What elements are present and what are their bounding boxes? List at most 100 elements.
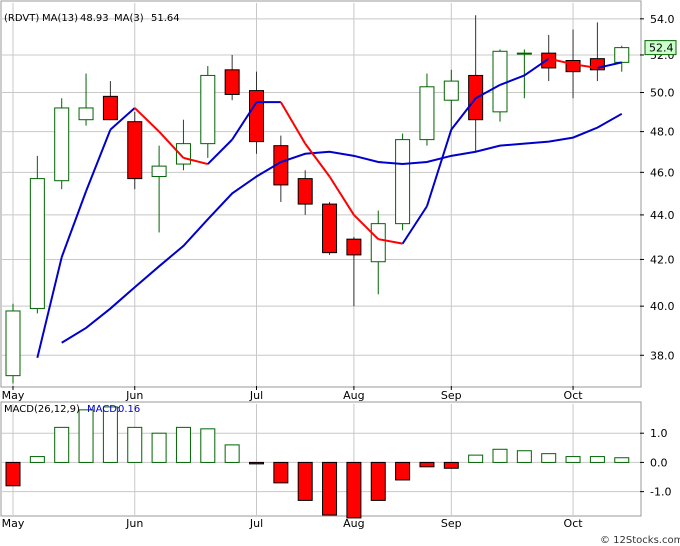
candle-up	[492, 50, 508, 113]
macd-bar-negative	[346, 461, 362, 519]
price-y-tick-label: 48.0	[650, 126, 675, 139]
candle-up	[419, 86, 435, 141]
macd-x-tick-label: Aug	[343, 517, 364, 530]
macd-bar-positive	[614, 457, 630, 463]
candle-down	[322, 203, 338, 254]
macd-bar-positive	[127, 426, 143, 463]
macd-y-axis: 1.0 0.0 -1.0	[640, 427, 671, 499]
ma3-segment	[353, 214, 379, 240]
chart-legend: (RDVT) MA(13) 48.93 MA(3) 51.64	[4, 13, 180, 24]
ma3-segment	[572, 63, 598, 69]
macd-x-tick-label: Sep	[441, 517, 462, 530]
price-y-tick-label: 38.0	[650, 349, 675, 362]
ma3-segment	[207, 138, 233, 165]
ma13-label: MA(13)	[42, 13, 78, 24]
macd-legend: MACD(26,12,9) MACD: 0.16	[4, 404, 140, 415]
macd-bar-positive	[224, 444, 240, 463]
candle-up	[443, 80, 459, 101]
candle-down	[224, 69, 240, 95]
candle-down	[127, 121, 143, 180]
macd-value: 0.16	[118, 404, 140, 415]
current-price-marker: 52.4	[644, 40, 677, 56]
macd-bars	[5, 406, 630, 519]
candle-down	[249, 90, 264, 143]
ma3-segment	[134, 107, 160, 133]
price-x-tick-label: Jul	[249, 389, 263, 402]
macd-bar-negative	[395, 461, 411, 481]
macd-bar-positive	[516, 450, 532, 463]
candle-up	[54, 107, 70, 182]
macd-y-tick-label: -1.0	[650, 486, 671, 499]
candle-down	[589, 58, 605, 71]
macd-bar-negative	[370, 461, 386, 501]
price-y-axis: 38.040.042.044.046.048.050.052.054.0	[640, 13, 675, 362]
macd-bar-positive	[78, 409, 94, 463]
ma3-segment	[597, 61, 622, 69]
ma3-segment	[425, 129, 453, 207]
price-x-tick-label: May	[2, 389, 25, 402]
ma3-segment	[231, 101, 258, 141]
watermark: © 12Stocks.com	[600, 535, 680, 546]
macd-bar-positive	[175, 426, 191, 463]
ma3-segment	[109, 107, 136, 131]
price-x-tick-label: Aug	[343, 389, 364, 402]
price-x-tick-label: Sep	[441, 389, 462, 402]
macd-bar-positive	[541, 453, 557, 463]
price-panel-frame	[0, 0, 642, 388]
macd-panel: 1.0 0.0 -1.0 MACD(26,12,9) MACD: 0.16 May J…	[0, 401, 671, 530]
macd-bar-positive	[565, 456, 581, 463]
macd-bar-positive	[102, 406, 118, 463]
macd-x-tick-label: May	[2, 517, 25, 530]
macd-bar-positive	[492, 448, 508, 463]
price-y-tick-label: 44.0	[650, 209, 675, 222]
candle-down	[346, 238, 362, 256]
price-y-tick-label: 46.0	[650, 166, 675, 179]
price-grid	[2, 3, 640, 386]
current-price-box	[644, 40, 677, 56]
ma3-segment	[401, 205, 428, 245]
candle-up	[151, 165, 167, 178]
ma3-segment	[475, 84, 501, 100]
macd-bar-positive	[54, 426, 70, 463]
ma3-segment	[378, 238, 403, 245]
ma3-segment	[548, 57, 574, 66]
macd-y-tick-label: 1.0	[650, 427, 668, 440]
macd-bar-positive	[151, 432, 167, 463]
macd-params-label: MACD(26,12,9)	[4, 404, 80, 415]
moving-averages	[36, 57, 623, 359]
candle-up	[200, 74, 216, 145]
ma3-segment	[85, 129, 112, 192]
ma3-segment	[450, 97, 477, 131]
ma3-value: 51.64	[151, 13, 180, 24]
price-x-tick-label: Jun	[125, 389, 143, 402]
candle-up	[29, 178, 45, 310]
macd-label: MACD:	[87, 404, 120, 415]
candle-up	[516, 52, 532, 55]
candle-up	[395, 139, 411, 225]
ma3-segment	[499, 74, 525, 86]
ma13-line	[61, 112, 623, 344]
price-y-tick-label: 54.0	[650, 13, 675, 26]
price-y-tick-label: 42.0	[650, 253, 675, 266]
macd-bar-positive	[589, 456, 605, 463]
ticker-label: (RDVT)	[4, 13, 39, 24]
macd-bar-positive	[29, 456, 45, 463]
ma3-segment	[183, 156, 209, 166]
price-y-tick-label: 40.0	[650, 300, 675, 313]
ma3-segment	[279, 101, 307, 145]
ma3-segment	[158, 130, 185, 159]
price-y-tick-label: 50.0	[650, 87, 675, 100]
price-panel: 38.040.042.044.046.048.050.052.054.0 (RD…	[0, 0, 677, 402]
ma3-segment	[304, 143, 331, 178]
macd-bar-negative	[5, 461, 21, 487]
candle-up	[370, 223, 386, 263]
current-price-label: 52.4	[649, 42, 674, 55]
macd-bar-negative	[322, 461, 338, 516]
macd-bar-negative	[297, 461, 313, 501]
macd-bar-negative	[249, 461, 264, 465]
ma3-segment	[523, 57, 550, 77]
ma3-segment	[328, 175, 355, 216]
macd-bar-positive	[200, 428, 216, 463]
